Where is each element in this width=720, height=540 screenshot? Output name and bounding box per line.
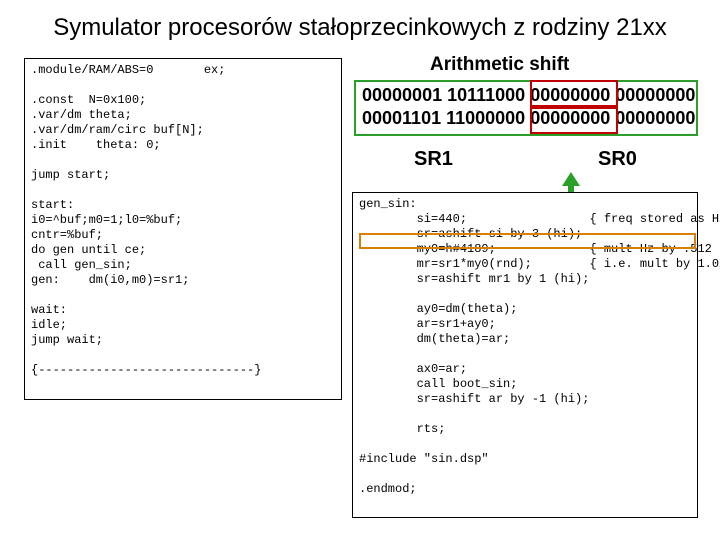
sr0-label: SR0	[598, 148, 637, 171]
bit-pattern-box: 00000001 10111000 00000000 00000000 0000…	[354, 80, 698, 136]
arithmetic-heading: Arithmetic shift	[430, 54, 569, 76]
highlight-red-top	[530, 80, 618, 107]
left-code-block: .module/RAM/ABS=0 ex; .const N=0x100; .v…	[24, 58, 342, 400]
sr1-label: SR1	[414, 148, 453, 171]
highlight-orange	[359, 233, 696, 249]
slide-title: Symulator procesorów stałoprzecinkowych …	[0, 14, 720, 42]
highlight-red-bottom	[530, 107, 618, 134]
